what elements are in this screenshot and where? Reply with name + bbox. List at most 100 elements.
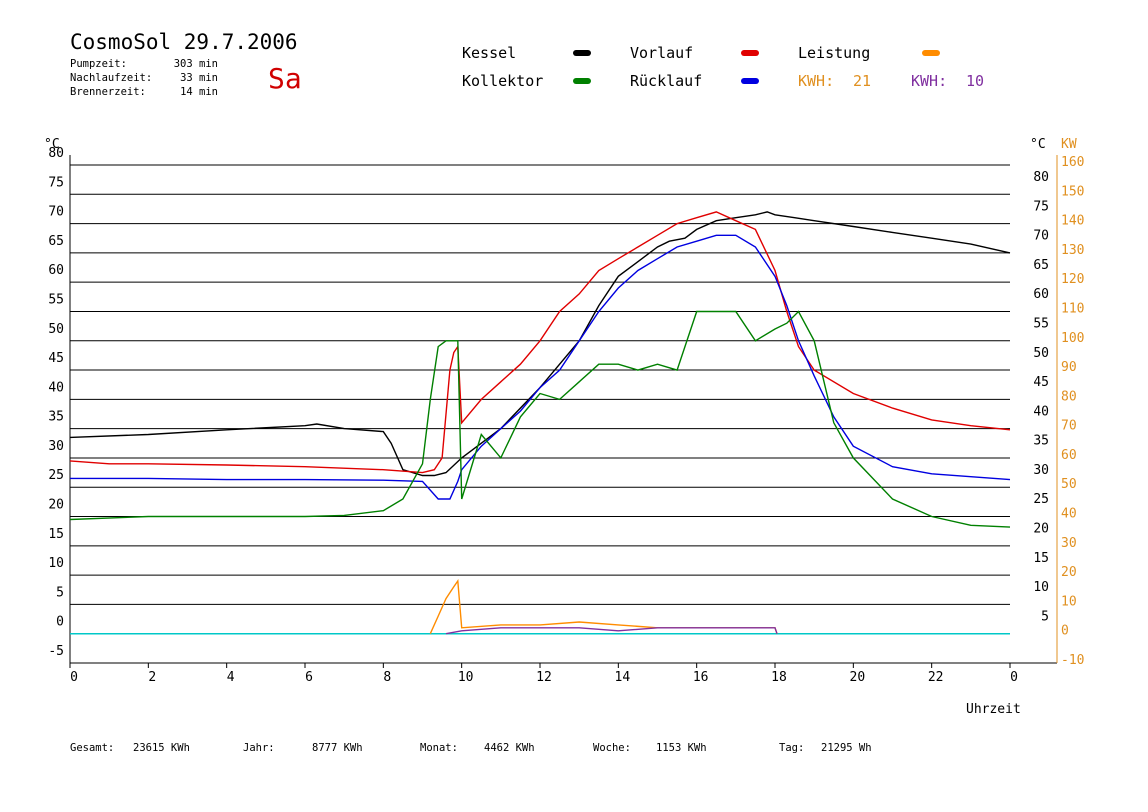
footer-monat-value: 4462 KWh <box>484 742 535 754</box>
y-axis-right-unit: °C <box>1030 137 1046 152</box>
y-tick-label-right: 55 <box>1033 316 1049 331</box>
x-tick-label: 18 <box>771 670 787 685</box>
legend-ruecklauf: Rücklauf <box>630 72 703 90</box>
y-tick-label-kw: 150 <box>1061 184 1084 199</box>
y-tick-label-left: 80 <box>48 146 64 161</box>
y-tick-label-left: 70 <box>48 205 64 220</box>
y-tick-label-kw: 50 <box>1061 477 1077 492</box>
x-tick-label: 0 <box>70 670 78 685</box>
series-line-vorlauf <box>69 211 1011 474</box>
y-tick-label-left: 30 <box>48 439 64 454</box>
x-tick-label: 14 <box>615 670 631 685</box>
y-tick-label-right: 20 <box>1033 522 1049 537</box>
x-tick-label: 0 <box>1010 670 1018 685</box>
y-tick-label-right: 5 <box>1041 609 1049 624</box>
y-tick-label-right: 80 <box>1033 170 1049 185</box>
y-tick-label-kw: 120 <box>1061 272 1084 287</box>
y-tick-label-left: 10 <box>48 556 64 571</box>
y-tick-label-left: 60 <box>48 263 64 278</box>
series-line-kwh <box>445 627 778 635</box>
legend-kollektor: Kollektor <box>462 72 544 90</box>
y-tick-label-left: 40 <box>48 380 64 395</box>
series-line-kessel <box>69 211 1011 477</box>
y-tick-label-right: 15 <box>1033 551 1049 566</box>
legend-vorlauf-swatch <box>741 50 759 56</box>
series-line-leistung <box>429 578 778 634</box>
kwh-label-1: KWH: <box>798 72 835 90</box>
legend-vorlauf: Vorlauf <box>630 44 694 62</box>
legend-leistung: Leistung <box>798 44 871 62</box>
chart-title: CosmoSol 29.7.2006 <box>70 30 298 54</box>
legend-kollektor-swatch <box>573 78 591 84</box>
y-tick-label-kw: 10 <box>1061 594 1077 609</box>
y-tick-label-left: 65 <box>48 234 64 249</box>
chart-axes <box>69 155 1058 664</box>
legend-ruecklauf-swatch <box>741 78 759 84</box>
y-tick-label-kw: -10 <box>1061 653 1084 668</box>
y-tick-label-kw: 80 <box>1061 389 1077 404</box>
x-axis-label: Uhrzeit <box>966 702 1021 717</box>
y-tick-label-right: 75 <box>1033 199 1049 214</box>
y-tick-label-kw: 140 <box>1061 214 1084 229</box>
stat-brennerzeit-label: Brennerzeit: <box>70 86 146 98</box>
y-tick-label-kw: 20 <box>1061 565 1077 580</box>
y-tick-label-kw: 70 <box>1061 419 1077 434</box>
y-tick-label-left: 55 <box>48 292 64 307</box>
legend-leistung-swatch <box>922 50 940 56</box>
x-tick-label: 8 <box>383 670 391 685</box>
y-tick-label-kw: 60 <box>1061 448 1077 463</box>
stat-pumpzeit-value: 303 min <box>173 58 218 70</box>
y-tick-label-right: 25 <box>1033 492 1049 507</box>
y-tick-label-left: 50 <box>48 322 64 337</box>
y-tick-label-right: 30 <box>1033 463 1049 478</box>
footer-gesamt-value: 23615 KWh <box>133 742 190 754</box>
y-tick-label-left: 25 <box>48 468 64 483</box>
chart-lines <box>69 211 1011 635</box>
y-tick-label-left: 20 <box>48 498 64 513</box>
chart-grid <box>70 164 1010 635</box>
y-tick-label-kw: 160 <box>1061 155 1084 170</box>
y-tick-label-right: 35 <box>1033 434 1049 449</box>
y-tick-label-left: 75 <box>48 175 64 190</box>
y-tick-label-right: 65 <box>1033 258 1049 273</box>
x-tick-label: 6 <box>305 670 313 685</box>
x-tick-label: 12 <box>536 670 552 685</box>
footer-tag-value: 21295 Wh <box>821 742 872 754</box>
footer-jahr-label: Jahr: <box>243 742 275 754</box>
y-tick-label-kw: 90 <box>1061 360 1077 375</box>
y-tick-label-kw: 130 <box>1061 243 1084 258</box>
stat-nachlaufzeit-label: Nachlaufzeit: <box>70 72 153 84</box>
footer-tag-label: Tag: <box>779 742 805 754</box>
x-tick-label: 2 <box>148 670 156 685</box>
footer-monat-label: Monat: <box>420 742 458 754</box>
x-tick-label: 4 <box>227 670 235 685</box>
y-tick-label-left: 15 <box>48 527 64 542</box>
x-tick-label: 10 <box>458 670 474 685</box>
legend-kessel: Kessel <box>462 44 517 62</box>
y-tick-label-left: 5 <box>56 585 64 600</box>
day-label: Sa <box>268 62 302 95</box>
kwh-label-2: KWH: <box>911 72 948 90</box>
legend-kessel-swatch <box>573 50 591 56</box>
y-tick-label-left: -5 <box>48 644 64 659</box>
y-tick-label-right: 70 <box>1033 229 1049 244</box>
y-axis-left-unit: °C <box>44 137 60 152</box>
kwh-value-1: 21 <box>853 72 872 90</box>
y-tick-label-right: 40 <box>1033 404 1049 419</box>
chart-ticks: -505101520253035404550556065707580510152… <box>48 146 1084 685</box>
y-tick-label-kw: 110 <box>1061 301 1084 316</box>
x-tick-label: 20 <box>850 670 866 685</box>
x-tick-label: 22 <box>928 670 944 685</box>
stat-nachlaufzeit-value: 33 min <box>180 72 218 84</box>
series-line-rücklauf <box>70 234 1011 500</box>
kwh-value-2: 10 <box>966 72 985 90</box>
y-tick-label-left: 45 <box>48 351 64 366</box>
y-axis-kw-unit: KW <box>1061 137 1077 152</box>
y-tick-label-kw: 100 <box>1061 331 1084 346</box>
y-tick-label-right: 50 <box>1033 346 1049 361</box>
stat-brennerzeit-value: 14 min <box>180 86 218 98</box>
y-tick-label-kw: 0 <box>1061 624 1069 639</box>
footer-jahr-value: 8777 KWh <box>312 742 363 754</box>
footer-woche-value: 1153 KWh <box>656 742 707 754</box>
